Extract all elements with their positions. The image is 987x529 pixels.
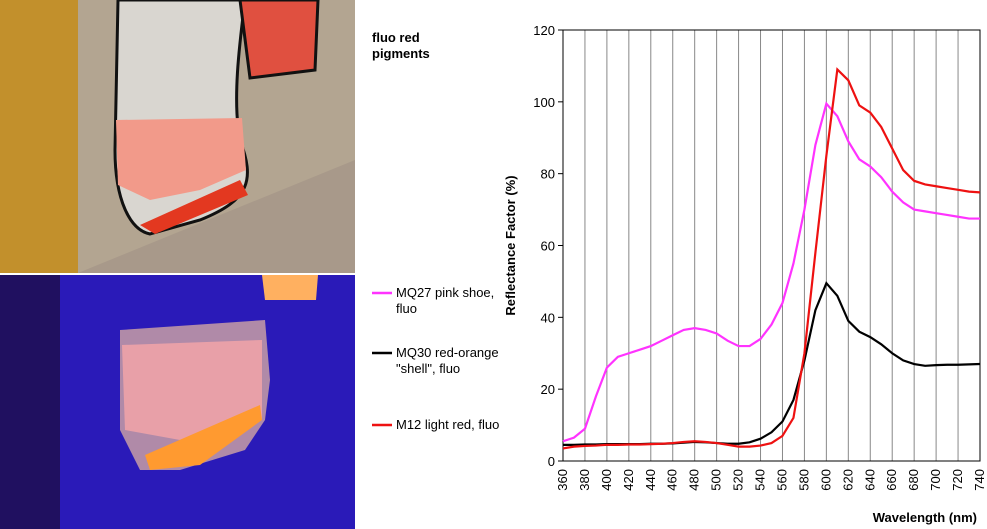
x-tick-label: 660 (884, 469, 899, 491)
x-tick-label: 720 (950, 469, 965, 491)
x-tick-label: 460 (665, 469, 680, 491)
x-tick-label: 600 (818, 469, 833, 491)
data-line (563, 283, 980, 445)
x-tick-label: 680 (906, 469, 921, 491)
data-line (563, 70, 980, 449)
legend-label: MQ30 red-orange "shell", fluo (396, 345, 514, 377)
x-tick-label: 520 (731, 469, 746, 491)
chart: 3603804004204404604805005205405605806006… (0, 0, 987, 529)
x-tick-label: 420 (621, 469, 636, 491)
photo-visible (0, 0, 355, 273)
photo-uv (0, 275, 355, 529)
page: 3603804004204404604805005205405605806006… (0, 0, 987, 529)
x-tick-label: 500 (709, 469, 724, 491)
legend-label: M12 light red, fluo (396, 417, 514, 433)
x-axis-title: Wavelength (nm) (873, 510, 977, 525)
y-tick-label: 100 (533, 95, 555, 110)
x-tick-label: 620 (840, 469, 855, 491)
x-tick-label: 700 (928, 469, 943, 491)
legend-label: MQ27 pink shoe, fluo (396, 285, 514, 317)
x-tick-label: 740 (972, 469, 987, 491)
y-tick-label: 0 (548, 454, 555, 469)
x-tick-label: 560 (774, 469, 789, 491)
x-tick-label: 540 (753, 469, 768, 491)
x-tick-label: 380 (577, 469, 592, 491)
x-tick-label: 640 (862, 469, 877, 491)
x-tick-label: 480 (687, 469, 702, 491)
y-tick-label: 80 (541, 167, 555, 182)
x-tick-label: 360 (555, 469, 570, 491)
x-tick-label: 400 (599, 469, 614, 491)
y-tick-label: 20 (541, 382, 555, 397)
data-line (563, 104, 980, 442)
y-tick-label: 60 (541, 239, 555, 254)
y-tick-label: 40 (541, 310, 555, 325)
chart-title: fluo red pigments (372, 30, 452, 62)
y-tick-label: 120 (533, 23, 555, 38)
plot-frame (563, 30, 980, 461)
x-tick-label: 580 (796, 469, 811, 491)
x-tick-label: 440 (643, 469, 658, 491)
